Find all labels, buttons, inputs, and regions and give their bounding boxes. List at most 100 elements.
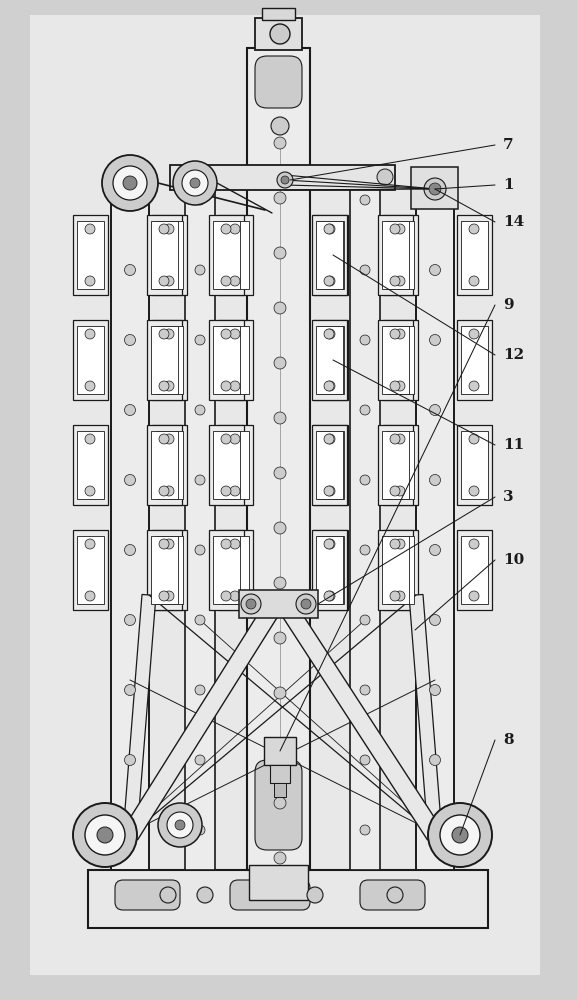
Bar [387,431,414,499]
Circle shape [271,117,289,135]
FancyBboxPatch shape [255,760,302,850]
Circle shape [469,486,479,496]
Bar [387,536,414,604]
Circle shape [360,615,370,625]
Circle shape [390,329,400,339]
Circle shape [277,172,293,188]
Circle shape [274,797,286,809]
Bar [317,326,344,394]
Circle shape [85,276,95,286]
Circle shape [167,812,193,838]
Circle shape [85,539,95,549]
Text: 3: 3 [503,490,514,504]
Bar [151,536,178,604]
Bar [73,530,108,610]
Circle shape [469,539,479,549]
Circle shape [325,329,335,339]
Bar [457,215,492,295]
Circle shape [274,687,286,699]
Bar [147,320,182,400]
Circle shape [125,194,136,206]
Circle shape [440,815,480,855]
Bar [382,221,409,289]
Bar [457,530,492,610]
Bar [218,530,253,610]
Bar [151,326,178,394]
Circle shape [360,755,370,765]
Circle shape [159,539,169,549]
Bar [317,221,344,289]
Bar [383,215,418,295]
Circle shape [324,329,334,339]
Circle shape [164,224,174,234]
Circle shape [299,597,313,611]
Circle shape [424,178,446,200]
Circle shape [85,381,95,391]
Bar [213,431,240,499]
Bar [249,865,308,900]
Bar [152,425,187,505]
Circle shape [469,224,479,234]
Polygon shape [278,599,443,840]
Bar [416,175,454,870]
Text: 8: 8 [503,733,514,747]
Bar [378,425,413,505]
Circle shape [429,544,440,556]
Circle shape [195,405,205,415]
Bar [218,320,253,400]
Bar [382,326,409,394]
Circle shape [360,475,370,485]
Bar [152,530,187,610]
Circle shape [230,224,240,234]
Circle shape [390,276,400,286]
Circle shape [324,539,334,549]
Text: 7: 7 [503,138,514,152]
FancyBboxPatch shape [230,880,310,910]
Circle shape [164,276,174,286]
Circle shape [274,247,286,259]
Circle shape [390,434,400,444]
Circle shape [195,615,205,625]
Bar [170,165,395,190]
Circle shape [164,381,174,391]
Circle shape [123,176,137,190]
Circle shape [360,195,370,205]
Circle shape [390,591,400,601]
Bar [274,783,286,797]
Circle shape [164,539,174,549]
Bar [316,326,343,394]
Circle shape [125,475,136,486]
Bar [317,431,344,499]
Circle shape [301,599,311,609]
Circle shape [164,486,174,496]
Circle shape [125,544,136,556]
Circle shape [85,815,125,855]
Circle shape [125,684,136,696]
Bar [213,536,240,604]
Circle shape [469,434,479,444]
Circle shape [387,887,403,903]
Text: 14: 14 [503,215,524,229]
Bar [77,431,104,499]
Bar [218,215,253,295]
Bar [262,8,295,20]
Circle shape [159,434,169,444]
Bar [350,175,380,870]
Circle shape [395,329,405,339]
Circle shape [429,264,440,275]
Bar [30,15,540,975]
Circle shape [195,265,205,275]
Circle shape [324,486,334,496]
Circle shape [190,178,200,188]
Bar [313,530,348,610]
Polygon shape [122,599,283,840]
Circle shape [173,161,217,205]
Circle shape [360,825,370,835]
Circle shape [270,24,290,44]
Circle shape [195,755,205,765]
Bar [77,536,104,604]
Bar [147,425,182,505]
Circle shape [324,224,334,234]
Bar [457,320,492,400]
Bar [156,326,183,394]
